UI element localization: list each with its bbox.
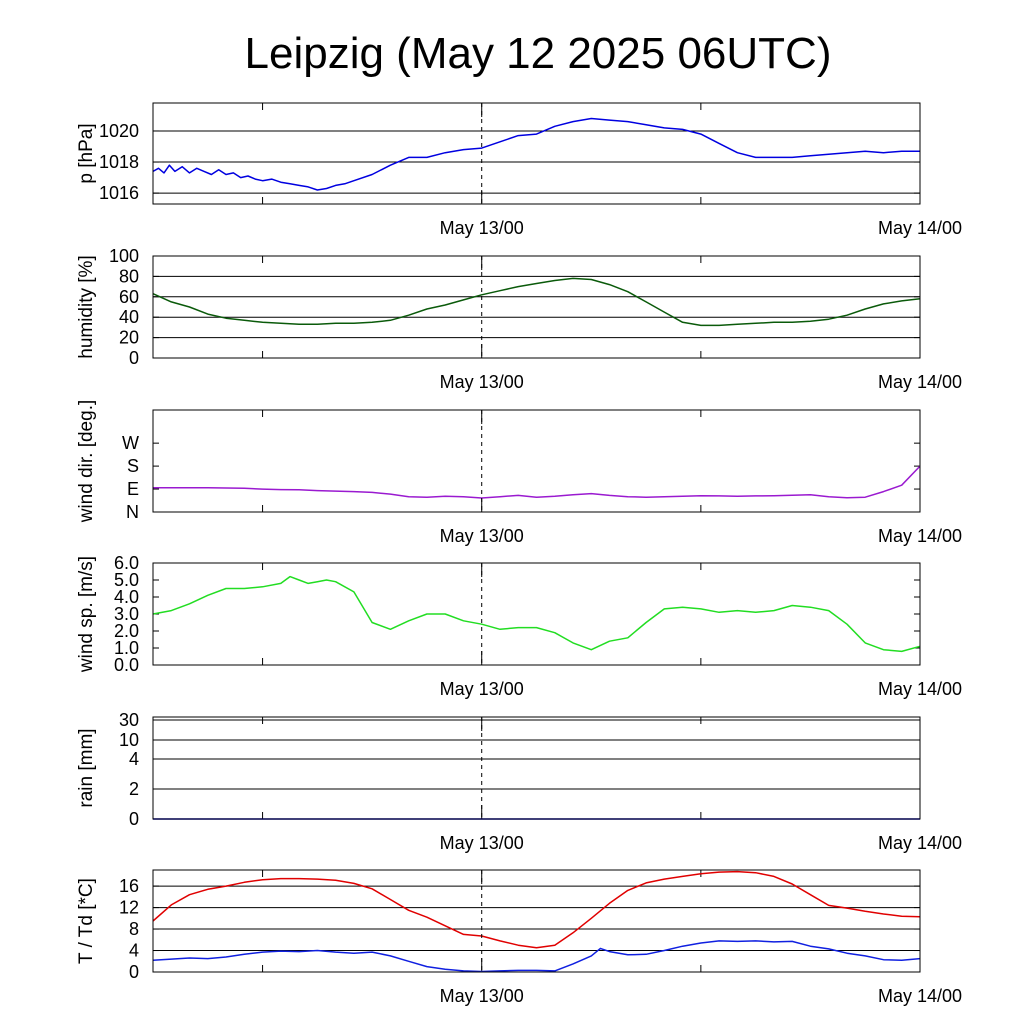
x-tick-label: May 14/00	[878, 986, 962, 1006]
y-tick-label: 8	[129, 919, 139, 939]
y-axis-label: humidity [%]	[76, 255, 97, 358]
series-line-1	[152, 870, 921, 949]
x-tick-label: May 13/00	[440, 526, 524, 546]
y-tick-label: 4	[129, 749, 139, 769]
y-tick-label: 0	[129, 809, 139, 829]
chart-title: Leipzig (May 12 2025 06UTC)	[245, 29, 832, 78]
y-tick-label: 1020	[99, 121, 139, 141]
x-tick-label: May 13/00	[440, 986, 524, 1006]
x-tick-label: May 14/00	[878, 679, 962, 699]
y-tick-label: 10	[119, 730, 139, 750]
x-tick-label: May 14/00	[878, 526, 962, 546]
y-tick-label: 0	[129, 962, 139, 982]
panel-4: 0.01.02.03.04.05.06.0 wind sp. [m/s] May 1…	[76, 553, 962, 699]
y-axis-label: p [hPa]	[76, 123, 97, 183]
y-tick-label: 6.0	[114, 553, 139, 573]
x-tick-label: May 14/00	[878, 372, 962, 392]
y-tick-label: 4.0	[114, 587, 139, 607]
x-tick-label: May 14/00	[878, 833, 962, 853]
y-tick-label: 30	[119, 710, 139, 730]
y-tick-label: 20	[119, 328, 139, 348]
y-tick-label: 12	[119, 898, 139, 918]
y-tick-label: 2.0	[114, 621, 139, 641]
y-tick-label: 40	[119, 307, 139, 327]
series-line-1	[152, 117, 920, 191]
panel-frame	[152, 869, 921, 973]
y-tick-label: 3.0	[114, 604, 139, 624]
y-tick-label: E	[127, 479, 139, 499]
series-line-1	[152, 277, 921, 327]
y-tick-label: 2	[129, 779, 139, 799]
panel-frame	[152, 255, 921, 359]
series-line-1	[152, 575, 921, 653]
y-tick-label: 1.0	[114, 638, 139, 658]
y-axis-label: wind sp. [m/s]	[76, 556, 97, 673]
x-tick-label: May 13/00	[440, 679, 524, 699]
y-tick-label: N	[126, 502, 139, 522]
y-axis-label: wind dir. [deg.]	[76, 400, 97, 524]
y-tick-label: 1018	[99, 152, 139, 172]
y-tick-label: 1016	[99, 183, 139, 203]
panel-frame	[152, 716, 921, 820]
series-line-2	[152, 940, 921, 973]
y-tick-label: 0.0	[114, 655, 139, 675]
y-tick-label: 100	[109, 246, 139, 266]
y-tick-label: W	[122, 433, 139, 453]
panel-frame	[152, 409, 921, 513]
y-tick-label: 80	[119, 266, 139, 286]
panel-frame	[152, 562, 921, 666]
y-axis-label: rain [mm]	[76, 728, 97, 807]
x-tick-label: May 13/00	[440, 833, 524, 853]
y-tick-label: 4	[129, 941, 139, 961]
series-line-1	[153, 465, 921, 499]
y-tick-label: S	[127, 456, 139, 476]
y-tick-label: 5.0	[114, 570, 139, 590]
y-tick-label: 0	[129, 348, 139, 368]
x-tick-label: May 14/00	[878, 218, 962, 238]
x-tick-label: May 13/00	[440, 218, 524, 238]
y-tick-label: 60	[119, 287, 139, 307]
y-axis-label: T / Td [*C]	[76, 878, 97, 964]
y-tick-label: 16	[119, 876, 139, 896]
x-tick-label: May 13/00	[440, 372, 524, 392]
panel-frame	[152, 102, 921, 205]
